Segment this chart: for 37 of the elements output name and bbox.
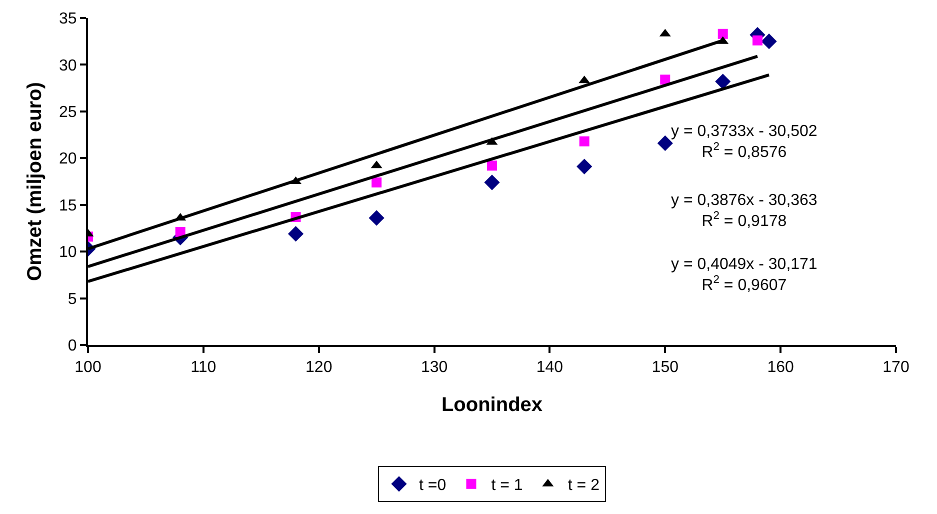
x-tick-label: 140	[536, 359, 564, 376]
point	[715, 74, 731, 90]
point	[761, 34, 777, 50]
y-tick-label: 15	[59, 197, 77, 214]
x-tick-label: 160	[767, 359, 794, 376]
point	[288, 226, 304, 242]
annotation: y = 0,3733x - 30,502 R$^{2}$ = 0,8576	[671, 123, 818, 161]
x-tick-label: 120	[306, 359, 332, 376]
x-tick-label: 110	[190, 359, 216, 376]
y-tick-label: 5	[68, 290, 77, 308]
legend-label: t = 1	[491, 477, 523, 494]
point	[372, 177, 382, 188]
x-tick-label: 130	[420, 359, 448, 376]
point	[368, 210, 384, 226]
x-tick-label: 100	[74, 359, 102, 376]
x-tick-label: 170	[882, 359, 910, 376]
x-tick-label: 150	[652, 359, 679, 376]
y-tick-label: 20	[59, 150, 77, 168]
annotation: y = 0,4049x - 30,171 R$^{2}$ = 0,9607	[671, 256, 818, 294]
y-tick-label: 25	[59, 104, 77, 122]
point	[484, 174, 500, 190]
y-tick-label: 35	[59, 10, 77, 28]
point	[579, 136, 590, 146]
point	[660, 74, 670, 85]
legend-label: t = 2	[568, 477, 600, 494]
legend-label: t =0	[419, 477, 446, 494]
point	[576, 158, 592, 174]
x-axis-title: Loonindex	[441, 394, 543, 416]
point	[752, 35, 762, 46]
point	[657, 135, 673, 151]
y-tick-label: 30	[59, 57, 77, 74]
annotation: y = 0,3876x - 30,363 R$^{2}$ = 0,9178	[671, 192, 818, 230]
y-tick-label: 0	[68, 338, 77, 355]
point	[718, 28, 728, 39]
y-tick-label: 10	[59, 244, 77, 262]
y-axis-title: Omzet (miljoen euro)	[24, 82, 46, 281]
point	[487, 160, 497, 171]
